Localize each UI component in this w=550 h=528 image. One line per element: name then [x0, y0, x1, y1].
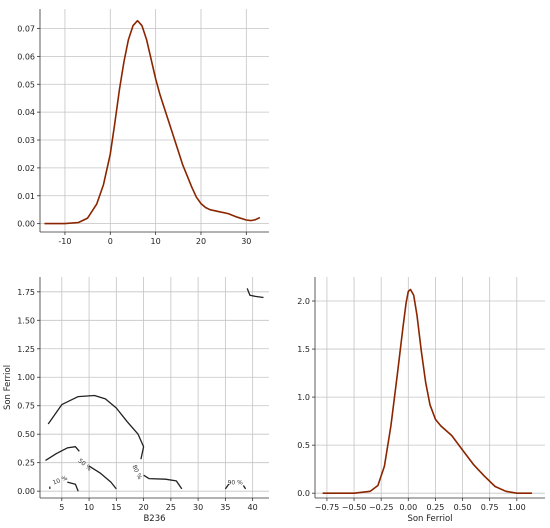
contour-line: [246, 288, 264, 299]
y-tick-label: 1.00: [17, 373, 35, 382]
x-tick-label: 10: [151, 237, 161, 246]
x-tick-label: 35: [220, 503, 230, 512]
contour-level-label: 10 %: [52, 475, 69, 487]
x-tick-label: 0.50: [454, 503, 472, 512]
y-tick-label: 0.02: [17, 164, 35, 173]
y-tick-label: 2.0: [297, 297, 310, 306]
contour-line: [67, 481, 79, 492]
x-tick-label: 0: [108, 237, 113, 246]
x-tick-label: 40: [248, 503, 258, 512]
y-tick-label: 1.75: [17, 288, 35, 297]
x-tick-label: 0.00: [399, 503, 417, 512]
y-tick-label: 0.5: [297, 441, 310, 450]
contour-line: [88, 465, 117, 490]
y-tick-label: 0.03: [17, 136, 35, 145]
y-tick-label: 1.25: [17, 345, 35, 354]
x-tick-label: 30: [193, 503, 203, 512]
bottom-left-contour-panel: 5 10 15 20 25 30 35 40 0.00 0.25 0.50 0.75 1.00 1.25 1…: [3, 277, 269, 524]
y-tick-label: 0.07: [17, 25, 35, 34]
contour-line: [242, 485, 247, 490]
x-tick-label: −0.25: [369, 503, 394, 512]
x-tick-label: 0.25: [427, 503, 445, 512]
density-line: [44, 19, 261, 225]
x-tick-label: 30: [241, 237, 251, 246]
x-tick-label: −0.75: [315, 503, 340, 512]
x-tick-label: -10: [58, 237, 71, 246]
top-left-density-panel: -10 0 10 20 30 0.00 0.01 0.02 0.03 0.04 0.05 0.06 0.…: [17, 9, 269, 246]
y-tick-label: 1.5: [297, 345, 310, 354]
y-tick-label: 0.00: [17, 487, 35, 496]
y-tick-label: 0.00: [17, 220, 35, 229]
x-tick-label: 20: [139, 503, 149, 512]
x-tick-label: 25: [166, 503, 176, 512]
contour-line: [143, 474, 183, 490]
y-tick-label: 0.05: [17, 80, 35, 89]
x-axis-label: B236: [143, 514, 165, 524]
contour-level-label: 90 %: [228, 479, 244, 486]
x-tick-label: 0.75: [481, 503, 499, 512]
density-line: [322, 288, 532, 494]
x-tick-label: 15: [111, 503, 121, 512]
y-tick-label: 1.0: [297, 393, 310, 402]
contour-line: [224, 483, 230, 490]
y-tick-label: 0.04: [17, 108, 35, 117]
y-tick-label: 0.06: [17, 52, 35, 61]
contour-line: [45, 446, 80, 461]
y-tick-label: 0.0: [297, 489, 310, 498]
contour-level-label: 80 %: [130, 464, 143, 481]
x-axis-label: Son Ferriol: [407, 514, 452, 524]
y-tick-label: 0.75: [17, 402, 35, 411]
contour-line: [47, 394, 145, 460]
x-tick-label: 10: [84, 503, 94, 512]
x-tick-label: 20: [196, 237, 206, 246]
y-tick-label: 1.50: [17, 316, 35, 325]
y-axis-label: Son Ferriol: [3, 365, 13, 410]
bottom-right-density-panel: −0.75 −0.50 −0.25 0.00 0.25 0.50 0.75 1.00 0.0 0.…: [297, 277, 545, 524]
y-tick-label: 0.01: [17, 192, 35, 201]
y-tick-label: 0.25: [17, 459, 35, 468]
x-tick-label: −0.50: [342, 503, 367, 512]
x-tick-label: 5: [59, 503, 64, 512]
y-tick-label: 0.50: [17, 430, 35, 439]
contour-level-label: 50 %: [76, 457, 92, 472]
x-tick-label: 1.00: [508, 503, 526, 512]
